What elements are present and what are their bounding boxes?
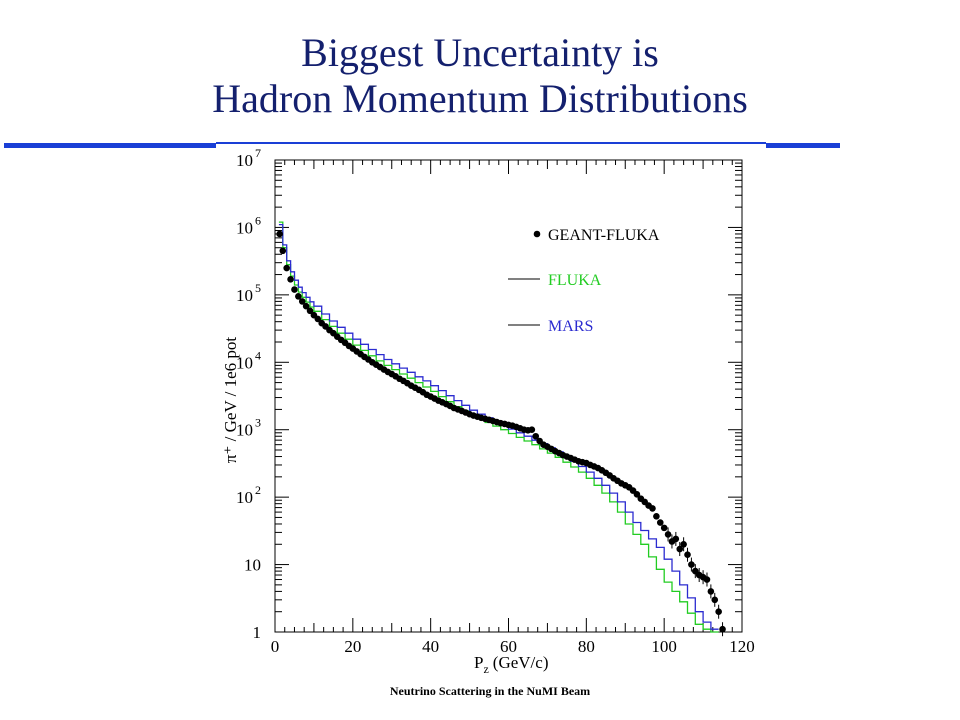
y-tick-label: 10 — [244, 556, 261, 575]
x-tick-label: 100 — [651, 637, 677, 656]
y-tick-base: 10 — [236, 421, 253, 440]
data-point — [703, 576, 711, 583]
legend-label-fluka: FLUKA — [548, 272, 602, 289]
data-point — [287, 276, 294, 283]
y-tick-exponent: 5 — [255, 281, 261, 295]
x-tick-label: 60 — [500, 637, 517, 656]
data-point — [291, 286, 298, 293]
y-tick-base: 10 — [236, 353, 253, 372]
data-point — [664, 531, 672, 538]
data-point — [633, 491, 641, 498]
chart-series — [276, 221, 726, 637]
y-tick-label: 10 2 — [236, 483, 261, 507]
data-point — [680, 540, 687, 548]
title-rule-right — [766, 143, 840, 148]
data-point — [684, 551, 691, 559]
y-tick-label: 1 — [253, 623, 262, 642]
x-tick-label: 0 — [271, 637, 280, 656]
slide-title-line2: Hadron Momentum Distributions — [212, 76, 748, 121]
series-line-fluka — [278, 221, 719, 633]
legend-label-mars: MARS — [548, 318, 593, 335]
data-point — [306, 307, 314, 315]
y-tick-base: 10 — [236, 488, 253, 507]
x-axis-label: Pz (GeV/c) — [474, 653, 549, 676]
y-tick-base: 10 — [236, 218, 253, 237]
x-tick-label: 120 — [729, 637, 755, 656]
data-point — [688, 561, 695, 568]
y-tick-label: 10 6 — [236, 213, 261, 237]
data-point — [653, 512, 660, 520]
x-axis-label-unit: (GeV/c) — [493, 653, 549, 672]
data-point — [672, 535, 680, 543]
x-axis-label-sub: z — [483, 662, 488, 676]
data-point — [719, 625, 726, 633]
y-tick-label: 10 7 — [236, 146, 261, 170]
series-line-mars — [278, 223, 719, 630]
data-point — [314, 315, 322, 323]
slide-footer: Neutrino Scattering in the NuMI Beam — [389, 684, 591, 698]
data-point — [283, 264, 290, 272]
data-point — [295, 293, 302, 300]
x-tick-label: 20 — [344, 637, 361, 656]
y-tick-base: 10 — [236, 151, 253, 170]
data-point — [532, 432, 540, 440]
data-point — [528, 426, 536, 434]
data-point — [715, 608, 722, 616]
legend-label-geant-fluka: GEANT-FLUKA — [548, 227, 660, 244]
x-axis-label-p: P — [474, 653, 483, 672]
chart-legend: GEANT-FLUKA FLUKA MARS — [508, 227, 660, 335]
y-tick-label: 10 3 — [236, 416, 261, 440]
data-point — [656, 519, 664, 526]
data-point — [279, 247, 287, 255]
title-rule-middle — [216, 142, 766, 144]
y-axis-label: π⁺ / GeV / 1e6 pot — [221, 337, 240, 464]
y-tick-exponent: 4 — [255, 348, 261, 362]
data-point — [298, 298, 306, 305]
data-point — [711, 596, 719, 604]
y-tick-base: 10 — [236, 286, 253, 305]
y-tick-exponent: 6 — [255, 213, 261, 227]
x-tick-label: 80 — [578, 637, 595, 656]
data-point — [707, 588, 715, 595]
legend-marker-geant-fluka — [533, 230, 541, 238]
y-tick-exponent: 7 — [255, 146, 261, 160]
data-point — [276, 230, 283, 238]
title-rule-left — [4, 143, 216, 148]
slide-title-line1: Biggest Uncertainty is — [301, 30, 659, 75]
data-point — [649, 505, 656, 512]
x-tick-label: 40 — [422, 637, 439, 656]
data-point — [660, 524, 668, 532]
y-tick-exponent: 3 — [255, 416, 261, 430]
y-tick-label: 10 5 — [236, 281, 261, 305]
y-tick-exponent: 2 — [255, 483, 261, 497]
data-point — [302, 302, 310, 310]
data-point — [676, 545, 684, 553]
y-tick-label: 10 4 — [236, 348, 261, 372]
